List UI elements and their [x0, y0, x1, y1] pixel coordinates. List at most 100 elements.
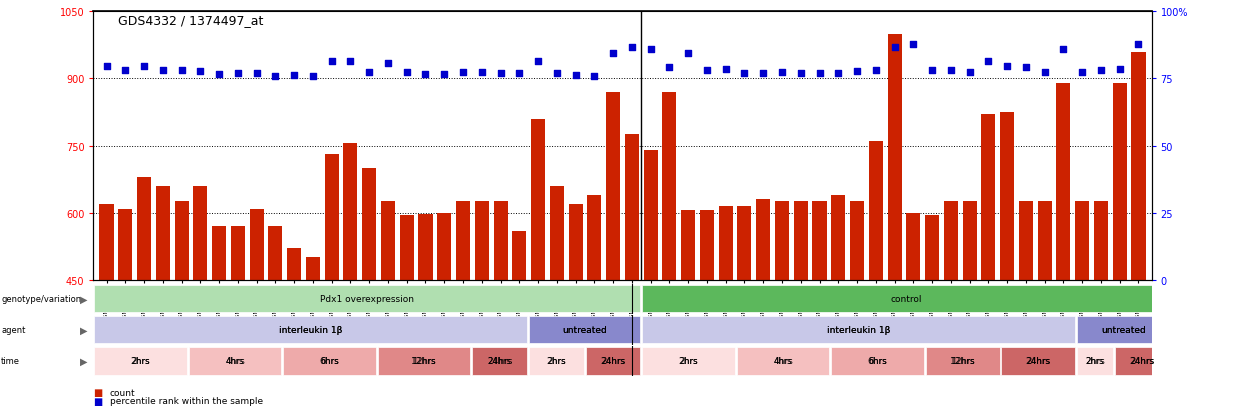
Point — [340, 58, 360, 65]
Bar — [737, 206, 752, 413]
Point — [565, 72, 585, 79]
Point — [622, 45, 642, 51]
Text: interleukin 1β: interleukin 1β — [279, 325, 342, 335]
Text: GDS4332 / 1374497_at: GDS4332 / 1374497_at — [118, 14, 264, 27]
Point — [941, 67, 961, 74]
Text: untreated: untreated — [1101, 325, 1145, 335]
Text: 2hrs: 2hrs — [132, 356, 149, 366]
Bar — [1077, 347, 1113, 375]
Point — [753, 71, 773, 77]
Bar — [737, 347, 829, 375]
Bar — [813, 202, 827, 413]
Point — [1128, 41, 1148, 48]
Bar — [642, 285, 1169, 313]
Point — [603, 50, 622, 57]
Bar — [284, 347, 376, 375]
Point — [809, 71, 829, 77]
Point — [416, 71, 436, 78]
Text: 2hrs: 2hrs — [547, 356, 566, 366]
Text: genotype/variation: genotype/variation — [1, 294, 81, 304]
Bar — [306, 258, 320, 413]
Bar — [95, 347, 187, 375]
Bar — [269, 226, 283, 413]
Text: 24hrs: 24hrs — [601, 356, 625, 366]
Bar — [362, 169, 376, 413]
Bar — [642, 347, 735, 375]
Bar — [642, 316, 1076, 344]
Text: untreated: untreated — [563, 325, 608, 335]
Point — [1016, 65, 1036, 71]
Bar — [156, 186, 169, 413]
Point — [228, 71, 248, 77]
Text: untreated: untreated — [563, 325, 608, 335]
Bar — [756, 200, 771, 413]
Text: 12hrs: 12hrs — [950, 356, 975, 366]
Bar — [381, 202, 395, 413]
Bar — [888, 35, 901, 413]
Bar — [512, 231, 527, 413]
Point — [116, 68, 136, 75]
Bar — [193, 186, 208, 413]
Bar — [1113, 84, 1127, 413]
Point — [1109, 66, 1129, 73]
Text: 4hrs: 4hrs — [225, 356, 245, 366]
Point — [828, 71, 848, 77]
Text: ▶: ▶ — [80, 356, 87, 366]
Text: 24hrs: 24hrs — [1129, 356, 1155, 366]
Bar — [662, 93, 676, 413]
Text: 6hrs: 6hrs — [868, 356, 888, 366]
Text: 24hrs: 24hrs — [600, 356, 626, 366]
Point — [209, 71, 229, 78]
Text: 2hrs: 2hrs — [547, 356, 565, 366]
Bar — [437, 213, 451, 413]
Bar — [850, 202, 864, 413]
Point — [360, 69, 380, 76]
Point — [453, 70, 473, 76]
Bar — [529, 347, 584, 375]
Bar — [981, 115, 996, 413]
Text: interleukin 1β: interleukin 1β — [827, 325, 890, 335]
Point — [153, 67, 173, 74]
Bar — [95, 316, 527, 344]
Bar — [230, 226, 245, 413]
Bar — [962, 202, 976, 413]
Text: 6hrs: 6hrs — [868, 356, 886, 366]
Bar — [1057, 84, 1071, 413]
Point — [584, 74, 604, 81]
Point — [923, 68, 942, 75]
Bar — [1000, 113, 1015, 413]
Bar — [925, 215, 939, 413]
Text: ■: ■ — [93, 396, 102, 406]
Bar — [529, 316, 640, 344]
Text: agent: agent — [1, 325, 26, 335]
Bar — [644, 151, 657, 413]
Text: 2hrs: 2hrs — [679, 356, 698, 366]
Bar — [832, 195, 845, 413]
Text: ■: ■ — [93, 387, 102, 397]
Text: 12hrs: 12hrs — [412, 356, 436, 366]
Point — [885, 45, 905, 51]
Bar — [418, 214, 432, 413]
Bar — [1132, 52, 1145, 413]
Point — [735, 71, 754, 77]
Point — [716, 66, 736, 73]
Point — [865, 67, 885, 74]
Text: control: control — [890, 294, 921, 304]
Point — [397, 69, 417, 76]
Bar — [174, 202, 188, 413]
Text: untreated: untreated — [1101, 325, 1145, 335]
Bar — [1114, 347, 1169, 375]
Point — [772, 69, 792, 76]
Point — [97, 64, 117, 70]
Text: 24hrs: 24hrs — [1026, 356, 1050, 366]
Text: 4hrs: 4hrs — [773, 356, 793, 366]
Text: interleukin 1β: interleukin 1β — [279, 325, 342, 335]
Bar — [1001, 347, 1076, 375]
Point — [190, 69, 210, 76]
Bar — [1094, 202, 1108, 413]
Bar — [249, 209, 264, 413]
Bar — [377, 347, 471, 375]
Point — [547, 71, 566, 77]
Bar — [700, 211, 713, 413]
Bar — [344, 144, 357, 413]
